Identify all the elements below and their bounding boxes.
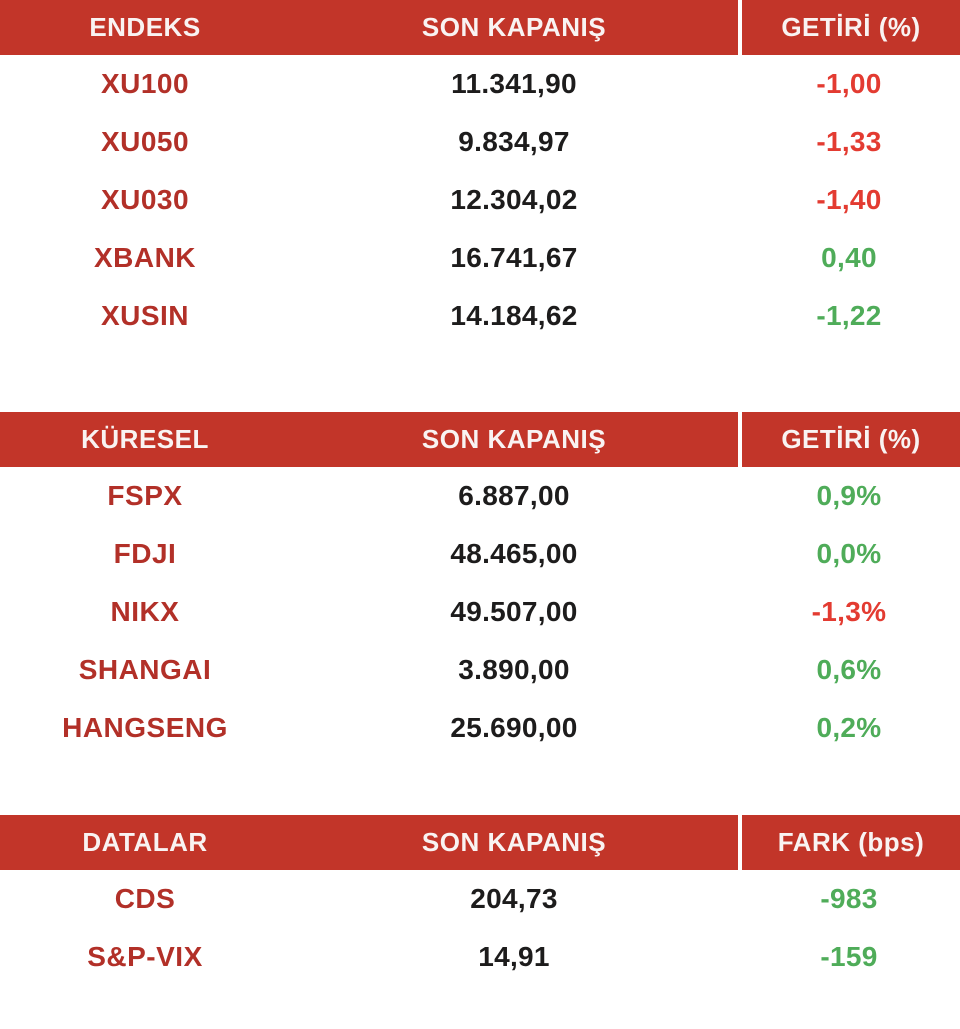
- table-row: HANGSENG 25.690,00 0,2%: [0, 699, 960, 757]
- table-row: NIKX 49.507,00 -1,3%: [0, 583, 960, 641]
- kuresel-table-header: KÜRESEL SON KAPANIŞ GETİRİ (%): [0, 412, 960, 467]
- close-value: 25.690,00: [450, 712, 578, 743]
- son-kapanis-header-cell: SON KAPANIŞ: [421, 12, 607, 42]
- change-value: 0,0%: [816, 538, 882, 569]
- instrument-label: XU050: [100, 126, 190, 157]
- close-value: 48.465,00: [450, 538, 578, 569]
- table-row: XU030 12.304,02 -1,40: [0, 171, 960, 229]
- change-value: -1,22: [816, 300, 882, 331]
- change-value: -1,33: [816, 126, 882, 157]
- getiri-header-cell: GETİRİ (%): [738, 0, 960, 55]
- instrument-label: XU100: [100, 68, 190, 99]
- getiri-header-cell: GETİRİ (%): [738, 412, 960, 467]
- section-gap: [0, 345, 960, 412]
- kuresel-table: KÜRESEL SON KAPANIŞ GETİRİ (%) FSPX 6.887…: [0, 412, 960, 757]
- instrument-label: XUSIN: [100, 300, 190, 331]
- kuresel-table-body: FSPX 6.887,00 0,9% FDJI 48.465,00 0,0% NIKX 49.…: [0, 467, 960, 757]
- table-row: XBANK 16.741,67 0,40: [0, 229, 960, 287]
- table-row: S&P-VIX 14,91 -159: [0, 928, 960, 986]
- endeks-header-cell: ENDEKS: [89, 12, 201, 42]
- change-value: 0,40: [821, 242, 877, 273]
- change-value: 0,9%: [816, 480, 882, 511]
- close-value: 3.890,00: [458, 654, 570, 685]
- section-gap: [0, 757, 960, 815]
- change-value: -159: [820, 941, 878, 972]
- datalar-table: DATALAR SON KAPANIŞ FARK (bps) CDS 204,73…: [0, 815, 960, 986]
- close-value: 12.304,02: [450, 184, 578, 215]
- close-value: 9.834,97: [458, 126, 570, 157]
- close-value: 11.341,90: [451, 68, 577, 99]
- instrument-label: FDJI: [113, 538, 177, 569]
- change-value: -983: [820, 883, 878, 914]
- table-row: XU100 11.341,90 -1,00: [0, 55, 960, 113]
- son-kapanis-header-cell: SON KAPANIŞ: [421, 827, 607, 857]
- table-row: FDJI 48.465,00 0,0%: [0, 525, 960, 583]
- datalar-table-header: DATALAR SON KAPANIŞ FARK (bps): [0, 815, 960, 870]
- instrument-label: XU030: [100, 184, 190, 215]
- instrument-label: SHANGAI: [78, 654, 212, 685]
- instrument-label: CDS: [114, 883, 176, 914]
- instrument-label: XBANK: [93, 242, 197, 273]
- change-value: 0,2%: [816, 712, 882, 743]
- change-value: -1,3%: [811, 596, 887, 627]
- table-row: SHANGAI 3.890,00 0,6%: [0, 641, 960, 699]
- fark-header-cell: FARK (bps): [738, 815, 960, 870]
- table-row: FSPX 6.887,00 0,9%: [0, 467, 960, 525]
- instrument-label: HANGSENG: [62, 712, 228, 743]
- close-value: 6.887,00: [458, 480, 570, 511]
- table-row: CDS 204,73 -983: [0, 870, 960, 928]
- table-row: XUSIN 14.184,62 -1,22: [0, 287, 960, 345]
- endeks-table-header: ENDEKS SON KAPANIŞ GETİRİ (%): [0, 0, 960, 55]
- datalar-table-body: CDS 204,73 -983 S&P-VIX 14,91 -159: [0, 870, 960, 986]
- close-value: 14,91: [478, 941, 550, 972]
- son-kapanis-header-cell: SON KAPANIŞ: [421, 424, 607, 454]
- endeks-table: ENDEKS SON KAPANIŞ GETİRİ (%) XU100 11.34…: [0, 0, 960, 345]
- datalar-header-cell: DATALAR: [82, 827, 208, 857]
- close-value: 49.507,00: [450, 596, 578, 627]
- close-value: 204,73: [470, 883, 558, 914]
- close-value: 14.184,62: [450, 300, 578, 331]
- close-value: 16.741,67: [450, 242, 578, 273]
- instrument-label: NIKX: [110, 596, 180, 627]
- kuresel-header-cell: KÜRESEL: [81, 424, 209, 454]
- instrument-label: FSPX: [107, 480, 183, 511]
- change-value: -1,40: [816, 184, 882, 215]
- change-value: -1,00: [816, 68, 882, 99]
- endeks-table-body: XU100 11.341,90 -1,00 XU050 9.834,97 -1,33 XU0…: [0, 55, 960, 345]
- change-value: 0,6%: [816, 654, 882, 685]
- instrument-label: S&P-VIX: [87, 941, 203, 972]
- table-row: XU050 9.834,97 -1,33: [0, 113, 960, 171]
